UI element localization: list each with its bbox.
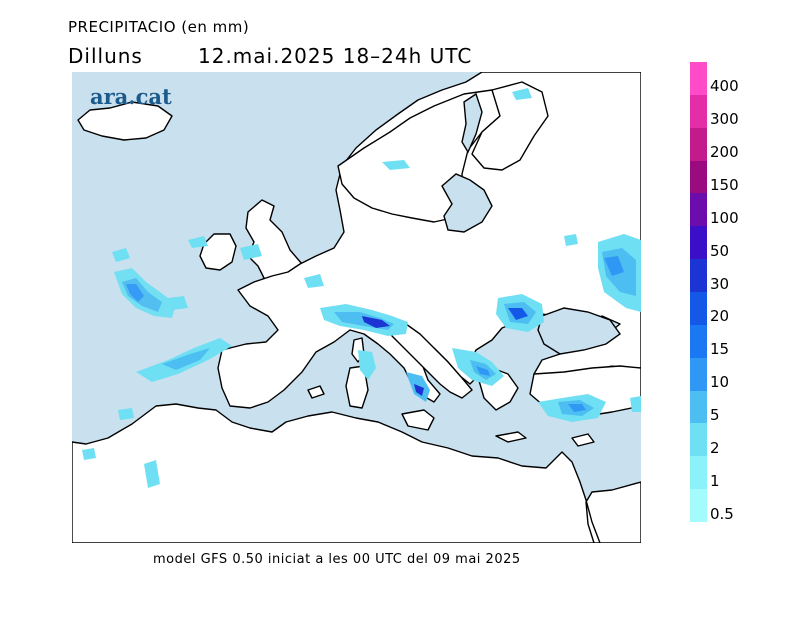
legend-swatch xyxy=(690,423,707,457)
rain-alps xyxy=(320,304,408,336)
legend-swatch xyxy=(690,193,707,227)
balearic-islands xyxy=(307,385,325,399)
rain-turkey xyxy=(538,394,606,422)
rain-scattered xyxy=(82,88,641,488)
legend-label: 1 xyxy=(710,471,720,490)
ireland xyxy=(199,233,237,271)
precipitation-legend xyxy=(690,62,707,523)
rain-ukraine xyxy=(496,294,544,332)
legend-label: 5 xyxy=(710,406,720,424)
precipitation-map xyxy=(72,72,641,543)
legend-label: 100 xyxy=(710,208,739,227)
chart-title: PRECIPITACIO (en mm) xyxy=(68,18,250,36)
black-sea xyxy=(537,307,621,355)
sicily xyxy=(401,409,435,431)
forecast-day: Dilluns xyxy=(68,44,143,68)
rain-atlantic-west xyxy=(114,268,176,318)
legend-label: 300 xyxy=(710,110,739,129)
legend-swatch xyxy=(690,160,707,194)
legend-swatch xyxy=(690,292,707,326)
legend-swatch xyxy=(690,324,707,359)
legend-swatch xyxy=(690,489,707,523)
cyprus xyxy=(571,433,595,447)
legend-label: 200 xyxy=(710,143,739,162)
gulf-of-bothnia xyxy=(461,92,483,154)
ara-cat-logo: ara.cat xyxy=(90,84,172,109)
forecast-time: Dilluns 12.mai.2025 18–24h UTC xyxy=(68,44,471,68)
rain-atlantic-southwest xyxy=(136,338,232,382)
finland xyxy=(471,81,549,171)
legend-swatch xyxy=(690,357,707,392)
legend-label: 0.5 xyxy=(710,504,734,523)
iceland xyxy=(77,101,173,141)
legend-label: 10 xyxy=(710,373,730,392)
legend-label: 2 xyxy=(710,438,720,457)
legend-swatch xyxy=(690,127,707,162)
legend-label: 30 xyxy=(710,274,730,293)
legend-swatch xyxy=(690,390,707,424)
legend-label: 15 xyxy=(710,340,730,359)
inland-seas xyxy=(441,92,621,355)
legend-swatch xyxy=(690,94,707,129)
legend-label: 50 xyxy=(710,241,730,260)
crete xyxy=(495,431,527,443)
rain-italy xyxy=(358,350,430,402)
legend-swatch xyxy=(690,456,707,490)
legend-swatch xyxy=(690,62,707,96)
precipitation-areas xyxy=(82,88,641,488)
rain-russia-east xyxy=(598,234,641,312)
italy xyxy=(389,323,473,399)
model-info: model GFS 0.50 iniciat a les 00 UTC del … xyxy=(153,552,521,567)
rain-balkans xyxy=(452,348,504,386)
baltic-sea xyxy=(441,173,493,233)
legend-label: 400 xyxy=(710,77,739,96)
legend-label: 20 xyxy=(710,307,730,326)
legend-swatch xyxy=(690,226,707,260)
legend-swatch xyxy=(690,259,707,293)
forecast-datetime: 12.mai.2025 18–24h UTC xyxy=(198,44,473,68)
legend-label: 150 xyxy=(710,176,739,194)
